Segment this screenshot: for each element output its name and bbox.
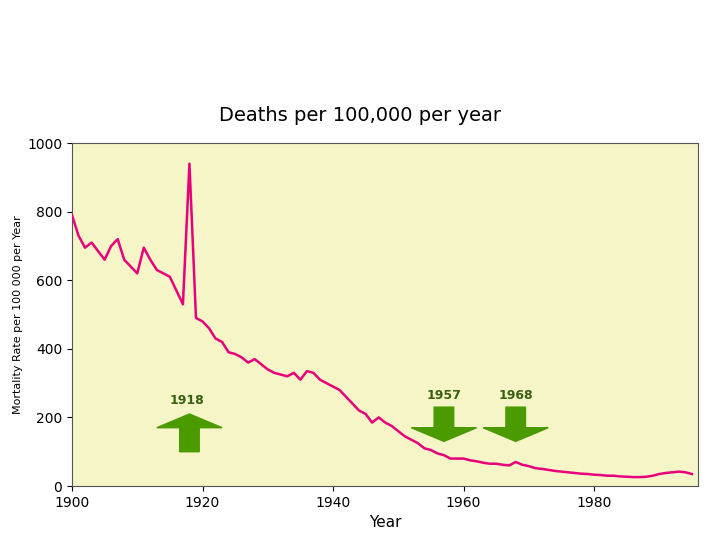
Y-axis label: Mortality Rate per 100 000 per Year: Mortality Rate per 100 000 per Year <box>13 215 23 414</box>
FancyArrow shape <box>157 414 222 451</box>
Text: Infectious Disease Deaths 1900’s: Infectious Disease Deaths 1900’s <box>12 23 708 60</box>
X-axis label: Year: Year <box>369 515 402 530</box>
FancyArrow shape <box>483 407 549 441</box>
Text: Deaths per 100,000 per year: Deaths per 100,000 per year <box>219 106 501 125</box>
Text: 1957: 1957 <box>426 389 462 402</box>
FancyArrow shape <box>411 407 477 441</box>
Text: 1918: 1918 <box>170 394 204 407</box>
Text: 1968: 1968 <box>498 389 533 402</box>
